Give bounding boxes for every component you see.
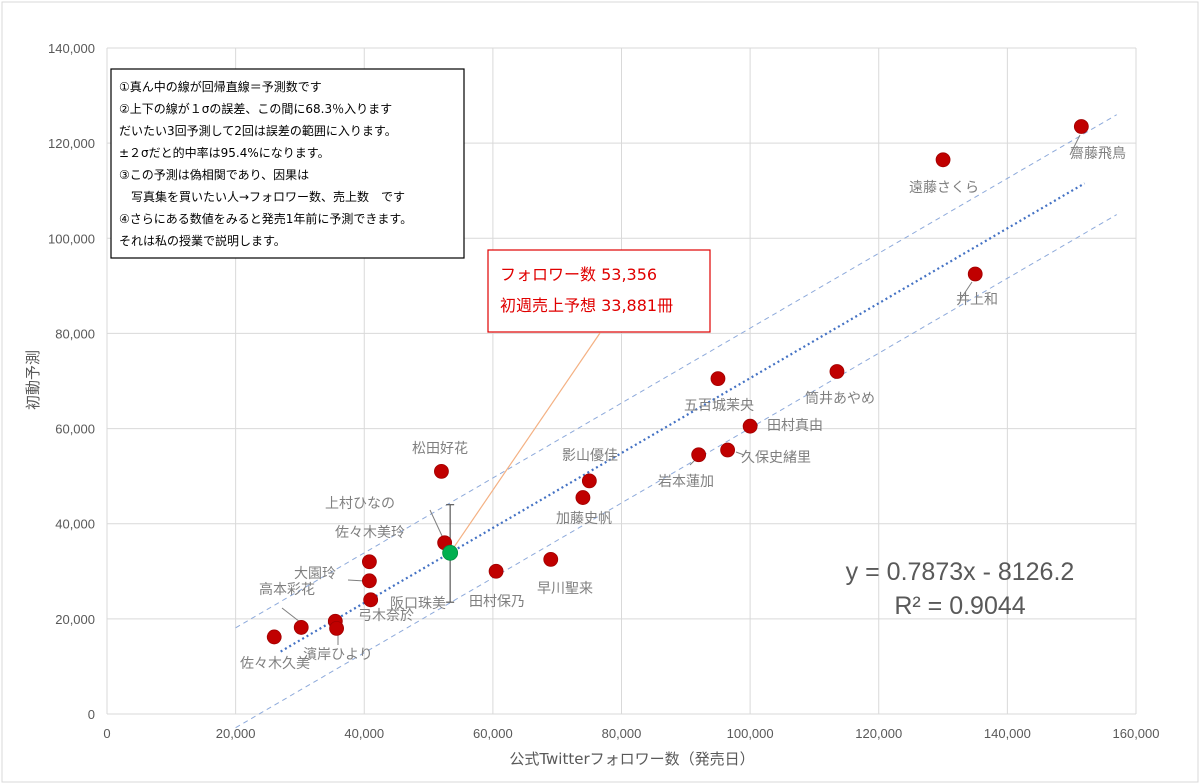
callout-border — [487, 249, 711, 333]
x-tick-label: 160,000 — [1113, 726, 1160, 741]
sigma-band-line — [235, 214, 1117, 729]
data-point — [720, 442, 736, 458]
callout-connector — [449, 332, 601, 554]
data-point — [266, 629, 282, 645]
y-axis-label: 初動予測 — [24, 350, 42, 410]
point-label: 影山優佳 — [562, 448, 618, 464]
point-label: 上村ひなの — [325, 496, 395, 512]
point-label: 田村真由 — [767, 418, 823, 434]
y-tick-label: 60,000 — [55, 422, 95, 437]
data-point — [329, 620, 344, 636]
callout-box: フォロワー数 53,356 初週売上予想 33,881冊 — [487, 249, 711, 333]
leader-line — [959, 281, 973, 301]
note-line: ±２σだと的中率は95.4%になります。 — [119, 145, 330, 160]
data-point — [361, 554, 377, 570]
x-axis-label: 公式Twitterフォロワー数（発売日） — [509, 750, 754, 768]
data-point — [434, 463, 449, 479]
point-label: 久保史緒里 — [741, 450, 811, 466]
notes-box: ①真ん中の線が回帰直線＝予測数です ②上下の線が１σの誤差、この間に68.3％入… — [110, 68, 465, 259]
data-point — [742, 418, 758, 434]
point-label: 弓木奈於 — [358, 608, 414, 624]
callout-followers: フォロワー数 53,356 — [500, 265, 657, 284]
data-point — [363, 592, 379, 608]
point-label: 齋藤飛鳥 — [1070, 145, 1126, 162]
data-point — [1073, 119, 1089, 134]
y-tick-label: 40,000 — [55, 517, 95, 532]
point-labels: 齋藤飛鳥 遠藤さくら 井上和 筒井あやめ 五百城茉央 田村真由 久保史緒里 岩本… — [240, 145, 1126, 672]
point-label: 早川聖来 — [537, 581, 593, 597]
data-point — [829, 364, 845, 379]
data-point — [488, 563, 504, 579]
note-line: ④さらにある数値をみると発売1年前に予測できます。 — [119, 211, 412, 226]
note-line: だいたい3回予測して2回は誤差の範囲に入ります。 — [119, 123, 397, 138]
highlight-point — [442, 544, 459, 561]
point-label: 松田好花 — [412, 441, 468, 457]
data-point — [543, 551, 559, 567]
x-tick-label: 140,000 — [984, 726, 1031, 741]
point-label: 田村保乃 — [469, 594, 525, 610]
tick-labels: 0 20,000 40,000 60,000 80,000 100,000 120,000 1… — [48, 41, 1160, 741]
callout-forecast: 初週売上予想 33,881冊 — [500, 296, 673, 315]
leader-line — [1069, 134, 1081, 156]
sigma-bands — [235, 114, 1117, 729]
x-tick-label: 0 — [103, 726, 110, 741]
regression-equation: y = 0.7873x - 8126.2 — [846, 558, 1075, 586]
data-point — [293, 620, 309, 635]
note-line: ①真ん中の線が回帰直線＝予測数です — [119, 79, 322, 94]
note-line: 写真集を買いたい人→フォロワー数、売上数 です — [119, 189, 405, 204]
note-line: ②上下の線が１σの誤差、この間に68.3％入ります — [119, 101, 392, 116]
y-tick-label: 0 — [88, 707, 95, 722]
point-label: 濱岸ひより — [303, 647, 373, 663]
point-label: 遠藤さくら — [909, 180, 979, 196]
data-point — [361, 573, 377, 589]
point-label: 佐々木美玲 — [335, 525, 405, 541]
y-tick-label: 20,000 — [55, 612, 95, 627]
r-squared: R² = 0.9044 — [894, 592, 1025, 620]
data-point — [710, 371, 726, 387]
data-point — [935, 152, 951, 168]
note-line: それは私の授業で説明します。 — [119, 233, 286, 248]
point-label: 加藤史帆 — [556, 511, 612, 527]
notes-border — [110, 68, 465, 259]
data-point — [967, 266, 983, 282]
x-tick-label: 100,000 — [727, 726, 774, 741]
data-point — [581, 473, 597, 489]
x-tick-label: 60,000 — [473, 726, 513, 741]
callout-connector-line — [449, 332, 601, 554]
point-label: 阪口珠美 — [390, 596, 446, 612]
data-points — [266, 119, 1089, 645]
gridlines — [106, 47, 1137, 715]
point-label: 岩本蓮加 — [658, 474, 714, 490]
y-tick-label: 100,000 — [48, 231, 95, 246]
leader-line — [735, 451, 745, 456]
sigma-band-line — [235, 114, 1117, 629]
leader-line — [429, 509, 444, 539]
x-tick-label: 120,000 — [855, 726, 902, 741]
leader-line — [281, 607, 301, 623]
y-tick-label: 120,000 — [48, 136, 95, 151]
point-label: 筒井あやめ — [805, 390, 875, 407]
point-label: 佐々木久美 — [240, 656, 310, 672]
data-point — [691, 447, 707, 463]
y-tick-label: 140,000 — [48, 41, 95, 56]
note-line: ③この予測は偽相関であり、因果は — [119, 168, 309, 182]
data-point — [575, 490, 591, 505]
point-label: 高本彩花 — [259, 581, 315, 598]
x-tick-label: 80,000 — [602, 726, 642, 741]
regression-line — [280, 182, 1086, 653]
regression-trendline — [280, 182, 1086, 653]
x-tick-label: 20,000 — [216, 726, 256, 741]
y-tick-label: 80,000 — [55, 326, 95, 341]
point-label: 大園玲 — [294, 566, 336, 582]
x-tick-label: 40,000 — [344, 726, 384, 741]
point-label: 井上和 — [956, 292, 998, 308]
point-label: 五百城茉央 — [684, 397, 754, 414]
